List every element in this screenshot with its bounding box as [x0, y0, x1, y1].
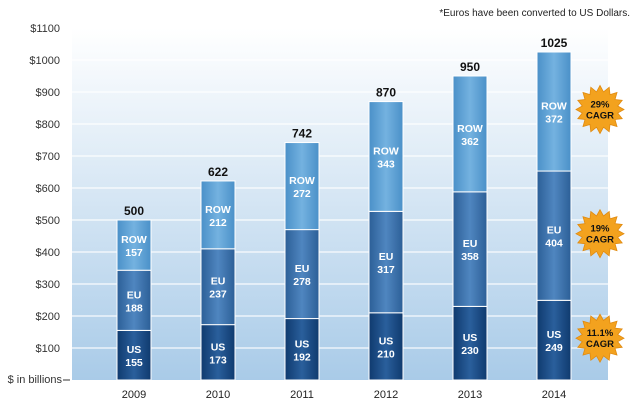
cagr-badge-text: 29%	[590, 100, 610, 111]
segment-value-label: 155	[125, 357, 143, 369]
segment-series-label: US	[211, 341, 226, 353]
x-tick-label: 2014	[542, 389, 566, 401]
bar-segment-eu	[284, 229, 320, 320]
bar-total-label: 742	[292, 127, 312, 141]
segment-series-label: US	[127, 344, 142, 356]
segment-value-label: 358	[461, 251, 479, 263]
bar-total-label: 870	[376, 86, 396, 100]
segment-value-label: 317	[377, 264, 395, 276]
bar-segment-us	[536, 299, 572, 381]
bar-total-label: 1025	[541, 36, 568, 50]
segment-series-label: EU	[379, 251, 394, 263]
segment-value-label: 188	[125, 302, 143, 314]
cagr-badge-starburst	[575, 313, 625, 364]
segment-series-label: ROW	[457, 123, 483, 135]
cagr-badge-text: CAGR	[586, 339, 614, 350]
y-tick-label: $400	[36, 247, 60, 259]
segment-series-label: US	[463, 332, 478, 344]
segment-value-label: 212	[209, 217, 227, 229]
bar-segment-eu	[116, 269, 152, 331]
y-tick-label: $800	[36, 119, 60, 131]
segment-value-label: 230	[461, 345, 479, 357]
x-tick-label: 2012	[374, 389, 398, 401]
x-axis: 2009 2010 2011 2012 2013 2014	[122, 389, 566, 401]
bar-segment-us	[200, 324, 236, 381]
segment-series-label: EU	[463, 238, 478, 250]
segment-series-label: ROW	[121, 234, 147, 246]
bar-segment-row	[284, 142, 320, 231]
segment-series-label: US	[547, 329, 562, 341]
y-tick-label: $600	[36, 183, 60, 195]
bar-segment-eu	[200, 248, 236, 326]
segment-value-label: 343	[377, 158, 395, 170]
x-tick-label: 2010	[206, 389, 230, 401]
cagr-badge-starburst	[575, 84, 625, 135]
bar-segment-eu	[368, 210, 404, 314]
y-tick-label: $900	[36, 87, 60, 99]
footnote: *Euros have been converted to US Dollars…	[439, 8, 630, 19]
bar-total-label: 500	[124, 204, 144, 218]
segment-value-label: 404	[545, 238, 563, 250]
cagr-badge-text: 19%	[590, 224, 610, 235]
x-tick-label: 2011	[290, 389, 314, 401]
y-tick-label: $700	[36, 151, 60, 163]
segment-series-label: US	[379, 335, 394, 347]
x-tick-label: 2009	[122, 389, 146, 401]
cagr-badge-text: CAGR	[586, 235, 614, 246]
gridlines	[72, 27, 608, 349]
y-tick-label: $300	[36, 279, 60, 291]
segment-series-label: EU	[211, 276, 226, 288]
cagr-badge-starburst	[575, 208, 625, 259]
segment-value-label: 372	[545, 114, 563, 126]
segment-value-label: 237	[209, 289, 227, 301]
segment-value-label: 278	[293, 276, 311, 288]
segment-value-label: 192	[293, 351, 311, 363]
segment-series-label: ROW	[205, 204, 231, 216]
segment-series-label: EU	[295, 263, 310, 275]
cagr-badge-text: 11.1%	[587, 328, 614, 339]
y-tick-label: $1100	[30, 23, 60, 35]
segment-series-label: ROW	[541, 101, 567, 113]
bar-segment-row	[452, 75, 488, 193]
segment-value-label: 210	[377, 348, 395, 360]
x-tick-label: 2013	[458, 389, 482, 401]
bar-segment-row	[368, 101, 404, 212]
segment-series-label: EU	[547, 225, 562, 237]
bar-total-label: 622	[208, 165, 228, 179]
segment-value-label: 249	[545, 342, 563, 354]
segment-series-label: US	[295, 338, 310, 350]
plot-background	[72, 28, 608, 380]
bar-segment-eu	[452, 191, 488, 307]
y-axis: $100 $200 $300 $400 $500 $600 $700 $800 $900 $100…	[29, 23, 60, 355]
segment-value-label: 362	[461, 136, 479, 148]
segment-series-label: ROW	[289, 175, 315, 187]
bars: US155EU188ROW157500US173EU237ROW212622US…	[116, 36, 572, 381]
y-tick-label: $200	[36, 311, 60, 323]
bar-segment-row	[116, 219, 152, 271]
bar-segment-row	[536, 51, 572, 172]
bar-segment-eu	[536, 170, 572, 301]
segment-series-label: EU	[127, 289, 142, 301]
bar-segment-row	[200, 180, 236, 250]
units-label: $ in billions	[8, 374, 63, 386]
y-tick-label: $100	[36, 343, 60, 355]
y-tick-label: $1000	[29, 55, 60, 67]
segment-value-label: 173	[209, 354, 227, 366]
cagr-badge-text: CAGR	[586, 111, 614, 122]
bar-segment-us	[116, 329, 152, 381]
segment-series-label: ROW	[373, 145, 399, 157]
y-tick-label: $500	[36, 215, 60, 227]
bar-total-label: 950	[460, 60, 480, 74]
segment-value-label: 272	[293, 188, 311, 200]
segment-value-label: 157	[125, 247, 143, 259]
